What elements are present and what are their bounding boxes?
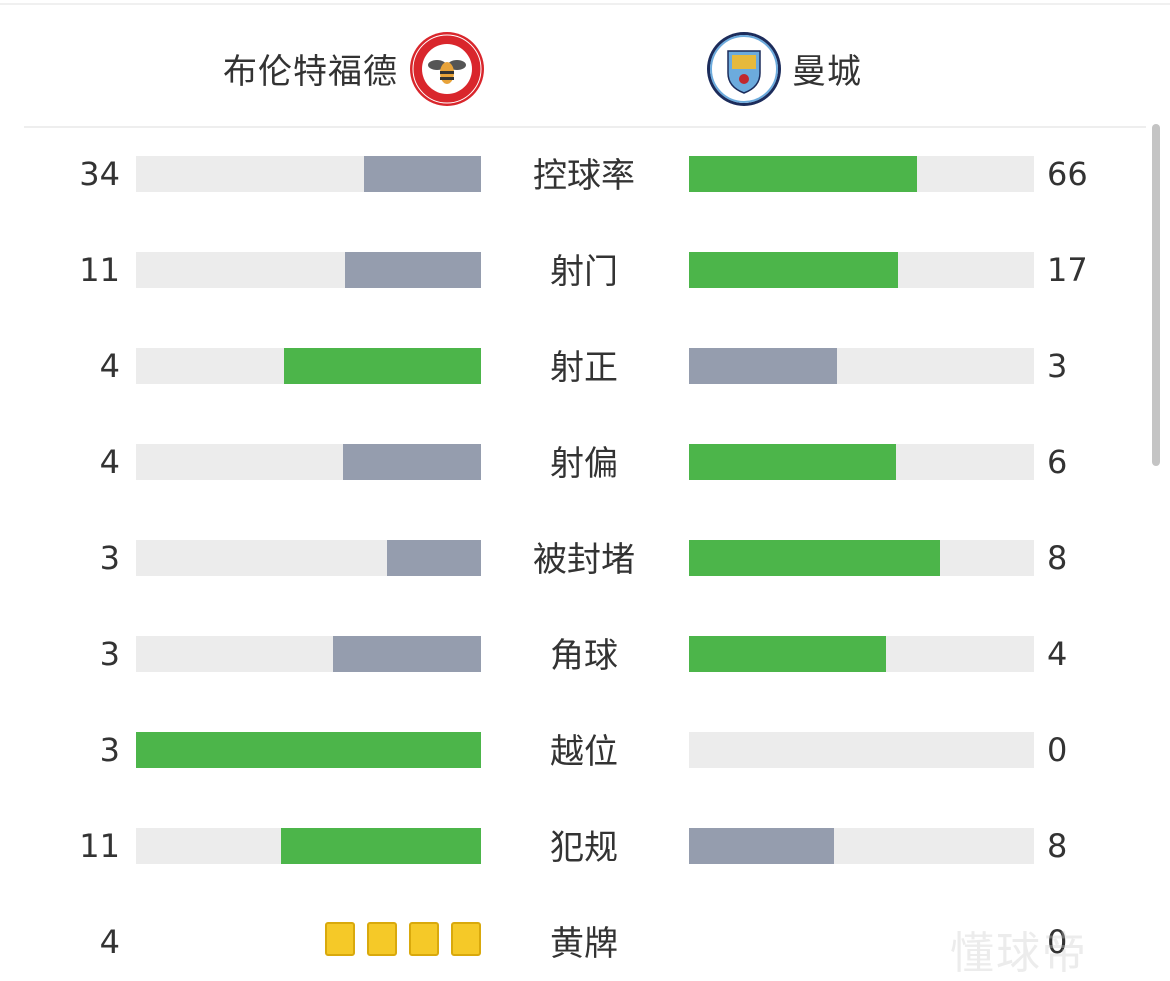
away-value: 8: [1047, 827, 1068, 865]
away-bar-fill: [689, 636, 887, 672]
home-value: 11: [79, 827, 120, 865]
away-bar-track: [689, 828, 1034, 864]
stat-row: 3 被封堵 8: [0, 538, 1170, 580]
brentford-logo-icon[interactable]: [409, 31, 485, 107]
home-bar-track: [136, 348, 481, 384]
stat-label: 射门: [550, 252, 618, 292]
away-bar-track: [689, 252, 1034, 288]
home-bar-fill: [281, 828, 481, 864]
home-bar-track: [136, 252, 481, 288]
away-bar-track: [689, 732, 1034, 768]
away-team-name[interactable]: 曼城: [792, 52, 862, 92]
home-yellow-cards: [325, 922, 481, 956]
stat-row: 34 控球率 66: [0, 154, 1170, 196]
stat-row-yellow-cards: 4 黄牌 0: [0, 922, 1170, 964]
stat-label: 控球率: [533, 156, 635, 196]
home-value: 34: [79, 155, 120, 193]
stat-row: 4 射偏 6: [0, 442, 1170, 484]
away-bar-fill: [689, 252, 899, 288]
home-value: 4: [99, 443, 120, 481]
away-bar-track: [689, 636, 1034, 672]
home-team-name[interactable]: 布伦特福德: [223, 52, 398, 92]
home-bar-fill: [386, 540, 481, 576]
stat-label: 越位: [550, 732, 618, 772]
away-value: 8: [1047, 539, 1068, 577]
stat-row: 11 射门 17: [0, 250, 1170, 292]
away-value: 4: [1047, 635, 1068, 673]
home-bar-track: [136, 828, 481, 864]
yellow-card-icon: [367, 922, 397, 956]
away-bar-track: [689, 156, 1034, 192]
stat-label: 射偏: [550, 444, 618, 484]
home-bar-track: [136, 732, 481, 768]
home-value: 4: [99, 347, 120, 385]
home-bar-fill: [363, 156, 481, 192]
home-bar-fill: [343, 444, 481, 480]
scrollbar[interactable]: [1152, 124, 1160, 466]
yellow-card-icon: [451, 922, 481, 956]
home-bar-track: [136, 636, 481, 672]
home-value: 3: [99, 731, 120, 769]
home-bar-fill: [345, 252, 481, 288]
home-bar-track: [136, 540, 481, 576]
home-bar-track: [136, 444, 481, 480]
home-value: 3: [99, 539, 120, 577]
away-bar-track: [689, 540, 1034, 576]
stat-row: 4 射正 3: [0, 346, 1170, 388]
home-yellow-count: 4: [99, 923, 120, 961]
away-value: 17: [1047, 251, 1088, 289]
away-bar-fill: [689, 444, 896, 480]
home-bar-fill: [136, 732, 481, 768]
header-divider: [24, 126, 1146, 128]
away-bar-fill: [689, 348, 837, 384]
away-yellow-count: 0: [1047, 923, 1068, 961]
stat-label: 犯规: [550, 828, 618, 868]
home-bar-fill: [333, 636, 481, 672]
yellow-card-icon: [325, 922, 355, 956]
stat-label: 角球: [550, 636, 618, 676]
home-bar-track: [136, 156, 481, 192]
yellow-card-icon: [409, 922, 439, 956]
away-bar-track: [689, 444, 1034, 480]
away-bar-fill: [689, 540, 940, 576]
home-value: 3: [99, 635, 120, 673]
stat-label: 射正: [550, 348, 618, 388]
home-bar-fill: [283, 348, 481, 384]
stat-row: 11 犯规 8: [0, 826, 1170, 868]
away-value: 3: [1047, 347, 1068, 385]
man-city-logo-icon[interactable]: [706, 31, 782, 107]
stat-row: 3 角球 4: [0, 634, 1170, 676]
away-bar-track: [689, 348, 1034, 384]
home-value: 11: [79, 251, 120, 289]
stat-label: 黄牌: [550, 924, 618, 964]
away-value: 6: [1047, 443, 1068, 481]
away-bar-fill: [689, 156, 917, 192]
away-value: 66: [1047, 155, 1088, 193]
watermark-logo: 懂球帝: [950, 928, 1088, 979]
top-divider: [0, 3, 1170, 5]
match-header: 布伦特福德 曼城: [0, 0, 1170, 128]
away-bar-fill: [689, 828, 835, 864]
stat-row: 3 越位 0: [0, 730, 1170, 772]
stat-label: 被封堵: [533, 540, 635, 580]
away-value: 0: [1047, 731, 1068, 769]
